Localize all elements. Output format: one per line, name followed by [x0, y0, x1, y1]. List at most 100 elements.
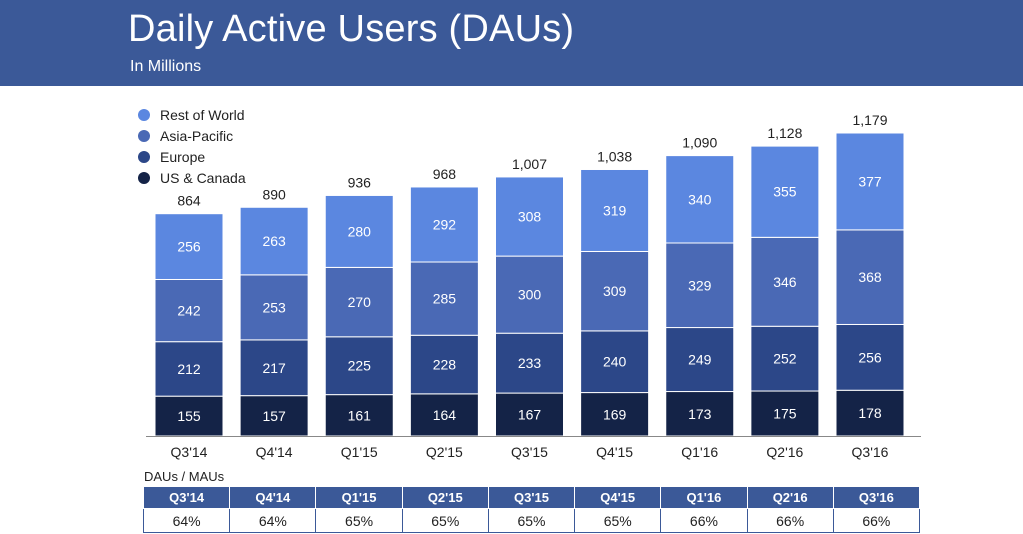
bar-value-label: 308: [518, 209, 542, 225]
bar-value-label: 256: [177, 239, 201, 255]
legend-dot-rest-of-world: [138, 108, 150, 121]
chart-legend: Rest of World Asia-Pacific Europe US & C…: [138, 104, 246, 188]
ratio-header-cell: Q3'15: [487, 486, 576, 509]
bar-value-label: 173: [688, 406, 712, 422]
bar-value-label: 256: [858, 349, 882, 365]
bar-total-label: 936: [348, 174, 372, 190]
bar-value-label: 263: [262, 233, 286, 249]
bar-segment-rest-of-world: [154, 213, 224, 280]
ratio-header-cell: Q4'15: [574, 486, 662, 509]
legend-label: Europe: [160, 148, 206, 165]
bar-segment-rest-of-world: [409, 186, 479, 263]
ratio-header-cell: Q2'16: [746, 486, 834, 509]
ratio-value-cell: 65%: [401, 508, 489, 533]
bar-segment-europe: [580, 330, 650, 394]
bar-segment-europe: [154, 341, 224, 397]
ratio-value-cell: 65%: [487, 508, 576, 533]
x-tick-label: Q1'15: [341, 444, 378, 460]
bar-segment-rest-of-world: [324, 194, 394, 268]
x-tick-label: Q2'15: [426, 444, 463, 460]
bar-value-label: 329: [688, 277, 712, 293]
bar-value-label: 253: [262, 299, 286, 315]
bar-total-label: 1,038: [597, 148, 632, 164]
bar-value-label: 157: [262, 408, 286, 424]
bar-value-label: 300: [518, 287, 542, 303]
ratio-value-cell: 64%: [229, 508, 317, 533]
bar-segment-rest-of-world: [835, 132, 905, 231]
legend-item-europe: Europe: [138, 146, 246, 167]
bar-segment-us-canada: [409, 393, 479, 437]
ratio-header-cell: Q4'14: [229, 486, 317, 509]
ratio-header-row: Q3'14 Q4'14 Q1'15 Q2'15 Q3'15 Q4'15 Q1'1…: [142, 486, 921, 509]
x-tick-label: Q3'15: [511, 444, 548, 460]
legend-label: Rest of World: [160, 106, 245, 123]
bar-segment-rest-of-world: [239, 206, 309, 276]
ratio-value-cell: 64%: [142, 508, 231, 533]
bar-value-label: 346: [773, 274, 797, 290]
bar-value-label: 368: [858, 269, 882, 285]
legend-item-asia-pacific: Asia-Pacific: [138, 125, 246, 146]
x-tick-label: Q4'15: [596, 444, 633, 460]
bar-total-label: 1,128: [767, 125, 802, 141]
legend-item-rest-of-world: Rest of World: [138, 104, 246, 125]
bar-segment-europe: [239, 339, 309, 397]
page-title: Daily Active Users (DAUs): [128, 8, 575, 50]
bar-total-label: 1,179: [852, 112, 887, 128]
ratio-value-row: 64% 64% 65% 65% 65% 65% 66% 66% 66%: [142, 508, 921, 533]
bar-value-label: 228: [433, 357, 457, 373]
bar-total-label: 968: [433, 166, 457, 182]
bar-segment-asia-pacific: [580, 250, 650, 332]
legend-label: Asia-Pacific: [160, 127, 234, 144]
bar-value-label: 169: [603, 406, 627, 422]
legend-label: US & Canada: [160, 169, 246, 186]
bar-value-label: 355: [773, 184, 797, 200]
bar-total-label: 890: [262, 186, 286, 202]
bar-value-label: 240: [603, 354, 627, 370]
ratio-header-cell: Q1'15: [315, 486, 403, 509]
x-tick-label: Q2'16: [766, 444, 803, 460]
x-tick-label: Q3'14: [171, 444, 208, 460]
bar-segment-rest-of-world: [750, 145, 820, 238]
ratio-value-cell: 66%: [660, 508, 748, 533]
bar-segment-asia-pacific: [750, 236, 820, 327]
ratio-header-cell: Q2'15: [401, 486, 489, 509]
bar-segment-rest-of-world: [580, 168, 650, 252]
bar-value-label: 242: [177, 303, 201, 319]
bar-segment-asia-pacific: [324, 266, 394, 338]
bar-segment-europe: [750, 325, 820, 392]
legend-item-us-canada: US & Canada: [138, 167, 246, 188]
x-tick-label: Q1'16: [681, 444, 718, 460]
bar-segment-us-canada: [835, 389, 905, 437]
bar-segment-europe: [665, 327, 735, 393]
ratio-header-cell: Q1'16: [660, 486, 748, 509]
bar-value-label: 225: [348, 358, 372, 374]
legend-dot-us-canada: [138, 171, 150, 184]
ratio-value-cell: 66%: [832, 508, 921, 533]
bar-segment-us-canada: [154, 395, 224, 437]
bar-value-label: 319: [603, 202, 627, 218]
bar-value-label: 292: [433, 216, 457, 232]
bar-value-label: 280: [348, 223, 372, 239]
bar-value-label: 270: [348, 294, 372, 310]
bar-segment-asia-pacific: [154, 278, 224, 343]
bar-value-label: 249: [688, 352, 712, 368]
ratio-caption: DAUs / MAUs: [144, 469, 225, 484]
bar-segment-us-canada: [324, 394, 394, 437]
bar-value-label: 217: [262, 360, 286, 376]
bar-value-label: 164: [433, 407, 457, 423]
legend-dot-europe: [138, 150, 150, 163]
bar-segment-asia-pacific: [239, 274, 309, 341]
bar-segment-europe: [324, 336, 394, 396]
bar-value-label: 175: [773, 406, 797, 422]
bar-value-label: 178: [858, 405, 882, 421]
bar-value-label: 285: [433, 291, 457, 307]
page-subtitle: In Millions: [130, 58, 202, 75]
bar-value-label: 252: [773, 351, 797, 367]
ratio-value-cell: 65%: [315, 508, 403, 533]
bar-segment-asia-pacific: [835, 229, 905, 325]
header-banner: Daily Active Users (DAUs) In Millions: [0, 0, 1023, 86]
legend-dot-asia-pacific: [138, 129, 150, 142]
ratio-value-cell: 66%: [746, 508, 834, 533]
bar-segment-us-canada: [239, 395, 309, 437]
ratio-value-cell: 65%: [574, 508, 662, 533]
